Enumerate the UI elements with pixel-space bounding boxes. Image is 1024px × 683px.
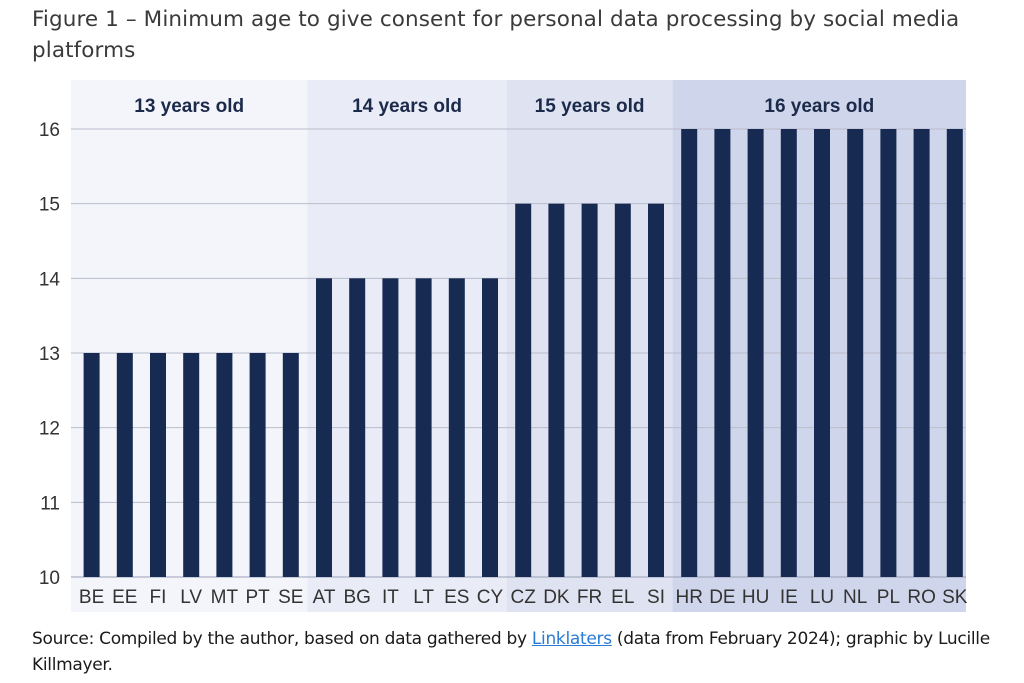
bar-se xyxy=(282,353,299,577)
bar-ee xyxy=(116,353,133,577)
y-tick-11: 11 xyxy=(40,493,60,514)
bar-el xyxy=(614,203,631,577)
x-label-pl: PL xyxy=(877,587,900,608)
figure-title: Figure 1 – Minimum age to give consent f… xyxy=(32,7,960,63)
group-label-2: 14 years old xyxy=(352,96,462,117)
bar-sk xyxy=(946,129,963,577)
bar-cy xyxy=(482,278,498,577)
x-label-mt: MT xyxy=(211,587,239,608)
x-label-de: DE xyxy=(709,587,735,608)
x-label-fi: FI xyxy=(150,587,167,608)
x-label-es: ES xyxy=(444,587,469,608)
x-label-cy: CY xyxy=(477,587,504,608)
x-label-pt: PT xyxy=(245,587,270,608)
x-label-ee: EE xyxy=(112,587,137,608)
bars xyxy=(83,129,963,577)
x-label-dk: DK xyxy=(543,587,570,608)
group-label-3: 15 years old xyxy=(535,96,645,117)
source-prefix: Source: Compiled by the author, based on… xyxy=(32,629,532,649)
y-tick-15: 15 xyxy=(39,195,60,216)
bar-es xyxy=(448,278,465,577)
bar-lv xyxy=(183,353,200,577)
bar-pt xyxy=(249,353,266,577)
x-label-cz: CZ xyxy=(511,587,537,608)
y-tick-16: 16 xyxy=(39,120,60,141)
bar-cz xyxy=(515,203,532,577)
x-label-ie: IE xyxy=(780,587,798,608)
x-label-si: SI xyxy=(647,587,665,608)
x-label-ro: RO xyxy=(907,587,936,608)
bar-bg xyxy=(349,278,366,577)
x-label-lt: LT xyxy=(413,587,434,608)
y-tick-12: 12 xyxy=(39,419,60,440)
y-tick-13: 13 xyxy=(39,344,60,365)
y-tick-14: 14 xyxy=(39,269,61,290)
x-label-at: AT xyxy=(313,587,336,608)
bar-pl xyxy=(880,129,897,577)
bar-ro xyxy=(913,129,930,577)
bar-hu xyxy=(747,129,764,577)
bar-de xyxy=(714,129,731,577)
x-label-se: SE xyxy=(278,587,303,608)
x-label-lv: LV xyxy=(180,587,202,608)
group-label-1: 13 years old xyxy=(134,96,244,117)
bar-ie xyxy=(780,129,797,577)
bar-dk xyxy=(548,203,565,577)
x-label-it: IT xyxy=(382,587,399,608)
x-label-bg: BG xyxy=(343,587,370,608)
bar-si xyxy=(648,203,664,577)
bar-mt xyxy=(216,353,233,577)
bar-lt xyxy=(415,278,432,577)
linklaters-link[interactable]: Linklaters xyxy=(531,629,612,649)
x-label-nl: NL xyxy=(843,587,867,608)
group-band-2 xyxy=(307,80,507,612)
x-category-labels: BE EE FI LV MT PT SE AT BG IT LT ES CY CZ DK FR EL SI HR DE… xyxy=(79,587,968,608)
bar-at xyxy=(316,278,332,577)
y-tick-labels: 10 11 12 13 14 15 16 xyxy=(39,120,61,589)
bar-be xyxy=(83,353,100,577)
x-label-el: EL xyxy=(611,587,634,608)
source-suffix: (data from February 2024); graphic by Lu… xyxy=(32,629,990,675)
bar-it xyxy=(382,278,399,577)
x-label-fr: FR xyxy=(577,587,602,608)
bar-lu xyxy=(814,129,830,577)
group-labels: 13 years old 14 years old 15 years old 16 y… xyxy=(134,96,874,117)
group-label-4: 16 years old xyxy=(764,96,874,117)
x-label-hu: HU xyxy=(742,587,769,608)
source-note: Source: Compiled by the author, based on… xyxy=(32,626,1007,678)
bar-hr xyxy=(681,129,698,577)
x-label-lu: LU xyxy=(810,587,834,608)
bar-fr xyxy=(581,203,598,577)
x-label-sk: SK xyxy=(942,587,968,608)
x-label-hr: HR xyxy=(675,587,702,608)
bar-nl xyxy=(847,129,864,577)
x-label-be: BE xyxy=(79,587,104,608)
bar-fi xyxy=(150,353,166,577)
y-tick-10: 10 xyxy=(39,568,60,589)
